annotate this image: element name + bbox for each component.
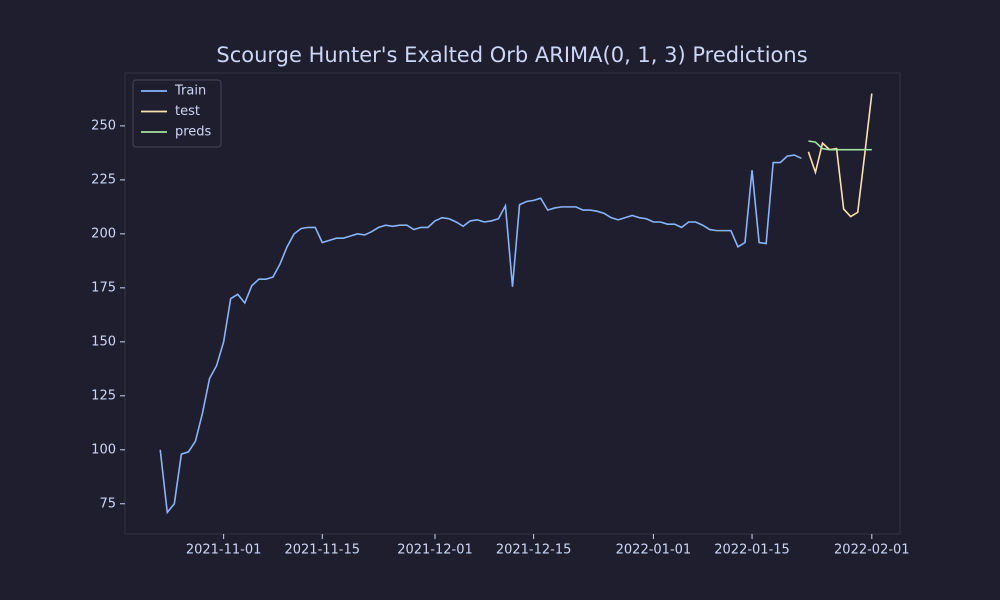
x-tick-label: 2021-11-15 xyxy=(284,543,360,558)
x-tick-label: 2021-12-01 xyxy=(397,543,473,558)
legend-label: preds xyxy=(175,125,212,140)
x-tick-label: 2022-02-01 xyxy=(834,543,910,558)
y-tick-label: 100 xyxy=(91,442,116,457)
y-tick-label: 200 xyxy=(91,226,116,241)
series-line xyxy=(159,154,802,515)
legend-label: test xyxy=(175,104,200,119)
y-tick-label: 225 xyxy=(91,172,116,187)
y-tick-label: 175 xyxy=(91,280,116,295)
y-tick-label: 150 xyxy=(91,334,116,349)
plot-area xyxy=(124,72,901,535)
series-line xyxy=(807,93,873,218)
y-tick-label: 75 xyxy=(99,496,116,511)
y-tick-label: 125 xyxy=(91,388,116,403)
y-tick-label: 250 xyxy=(91,118,116,133)
series-line xyxy=(808,140,872,151)
legend-label: Train xyxy=(174,84,206,99)
x-tick-label: 2021-11-01 xyxy=(186,543,262,558)
x-tick-label: 2021-12-15 xyxy=(496,543,572,558)
x-tick-label: 2022-01-01 xyxy=(616,543,692,558)
x-tick-label: 2022-01-15 xyxy=(714,543,790,558)
chart-title: Scourge Hunter's Exalted Orb ARIMA(0, 1,… xyxy=(216,43,807,67)
legend-box xyxy=(132,79,222,148)
